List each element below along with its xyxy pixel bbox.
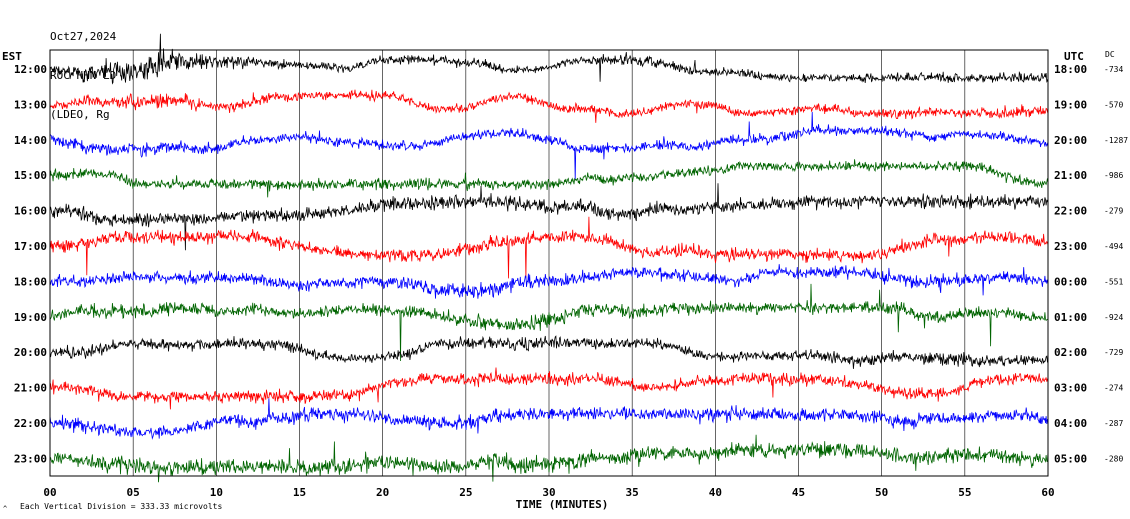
dc-offset-label: -280 <box>1104 454 1123 463</box>
trace-line <box>49 216 1049 279</box>
x-tick-label: 30 <box>542 486 555 499</box>
dc-offset-label: -274 <box>1104 384 1123 393</box>
utc-hour-label: 00:00 <box>1054 275 1087 288</box>
est-hour-label: 12:00 <box>14 63 47 76</box>
trace-line <box>49 264 1049 299</box>
est-hour-label: 16:00 <box>14 205 47 218</box>
est-hour-label: 19:00 <box>14 311 47 324</box>
dc-offset-label: -924 <box>1104 313 1123 322</box>
x-tick-labels: 00 05 10 15 20 25 30 35 40 45 50 55 60 <box>43 486 1054 499</box>
x-tick-label: 25 <box>459 486 472 499</box>
utc-hour-label: 22:00 <box>1054 205 1087 218</box>
utc-hour-label: 05:00 <box>1054 452 1087 465</box>
utc-hour-label: 20:00 <box>1054 134 1087 147</box>
dc-offset-label: -734 <box>1104 65 1123 74</box>
est-hour-label: 17:00 <box>14 240 47 253</box>
dc-offset-label: -551 <box>1104 277 1123 286</box>
x-tick-label: 40 <box>709 486 722 499</box>
est-hour-labels: 12:00 13:00 14:00 15:00 16:00 17:00 18:00 19:00… <box>14 63 47 465</box>
x-tick-label: 10 <box>210 486 223 499</box>
dc-offset-label: -986 <box>1104 171 1123 180</box>
x-tick-label: 50 <box>875 486 888 499</box>
utc-hour-labels: 18:00 19:00 20:00 21:00 22:00 23:00 00:00 01:00… <box>1054 63 1087 465</box>
est-hour-label: 15:00 <box>14 169 47 182</box>
header-date: Oct27,2024 <box>50 30 117 43</box>
x-tick-label: 00 <box>43 486 56 499</box>
utc-hour-label: 19:00 <box>1054 98 1087 111</box>
est-hour-label: 18:00 <box>14 275 47 288</box>
x-tick-label: 45 <box>792 486 805 499</box>
x-tick-label: 15 <box>293 486 306 499</box>
header-network: (LDEO, Rg <box>50 108 110 121</box>
trace-line <box>49 111 1049 180</box>
utc-hour-label: 18:00 <box>1054 63 1087 76</box>
trace-line <box>49 398 1049 440</box>
x-tick-label: 20 <box>376 486 389 499</box>
utc-label: UTC <box>1064 50 1084 63</box>
dc-offset-label: -279 <box>1104 207 1123 216</box>
est-hour-label: 23:00 <box>14 452 47 465</box>
est-hour-label: 20:00 <box>14 346 47 359</box>
utc-hour-label: 03:00 <box>1054 382 1087 395</box>
x-tick-label: 60 <box>1041 486 1054 499</box>
trace-line <box>49 33 1049 85</box>
dc-offset-label: -494 <box>1104 242 1123 251</box>
trace-line <box>49 367 1049 410</box>
est-hour-label: 22:00 <box>14 417 47 430</box>
trace-line <box>49 434 1049 483</box>
scale-note: Each Vertical Division = 333.33 microvol… <box>20 502 222 511</box>
header-station: ROC HHN LD <box>50 69 117 82</box>
utc-hour-label: 23:00 <box>1054 240 1087 253</box>
x-axis-label: TIME (MINUTES) <box>516 498 609 511</box>
dc-offset-label: -1287 <box>1104 136 1128 145</box>
trace-line <box>49 335 1049 369</box>
scale-marker-icon: ^ <box>3 505 7 513</box>
utc-hour-label: 04:00 <box>1054 417 1087 430</box>
seismogram-traces <box>49 33 1049 483</box>
x-tick-label: 35 <box>626 486 639 499</box>
utc-hour-label: 21:00 <box>1054 169 1087 182</box>
trace-line <box>49 159 1049 198</box>
utc-hour-label: 02:00 <box>1054 346 1087 359</box>
trace-line <box>49 183 1049 251</box>
plot-frame <box>49 49 1049 477</box>
est-hour-label: 14:00 <box>14 134 47 147</box>
est-hour-label: 21:00 <box>14 382 47 395</box>
dc-label: DC <box>1105 50 1115 59</box>
trace-line <box>49 283 1049 362</box>
trace-line <box>49 89 1049 123</box>
dc-offset-labels: -734 -570 -1287 -986 -279 -494 -551 -924 -729 -27… <box>1104 65 1128 463</box>
dc-offset-label: -287 <box>1104 419 1123 428</box>
est-label: EST <box>2 50 22 63</box>
x-tick-label: 55 <box>958 486 971 499</box>
station-header: Oct27,2024 ROC HHN LD (LDEO, Rg <box>50 4 116 134</box>
dc-offset-label: -729 <box>1104 348 1123 357</box>
utc-hour-label: 01:00 <box>1054 311 1087 324</box>
est-hour-label: 13:00 <box>14 98 47 111</box>
dc-offset-label: -570 <box>1104 100 1123 109</box>
x-tick-label: 05 <box>127 486 140 499</box>
